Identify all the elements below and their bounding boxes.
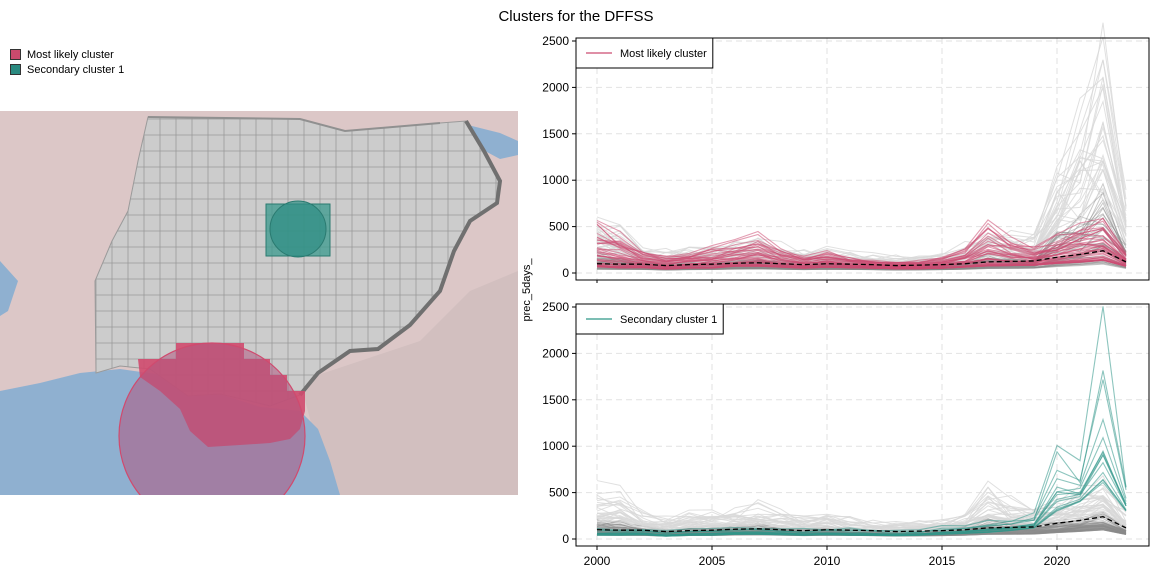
y-tick-label: 1000 <box>542 173 569 187</box>
x-tick-label: 2010 <box>814 554 841 568</box>
background-series-line <box>596 121 1127 267</box>
y-tick-label: 1500 <box>542 393 569 407</box>
y-tick-label: 500 <box>549 486 569 500</box>
chart-title: Clusters for the DFFSS <box>498 8 654 25</box>
cluster-series-line <box>596 259 1127 270</box>
background-series-line <box>596 84 1127 262</box>
background-series-line <box>596 261 1127 271</box>
secondary-cluster-circle <box>269 200 327 258</box>
panel-legend: Secondary cluster 1 <box>575 303 724 335</box>
y-tick-label: 0 <box>562 266 569 280</box>
cluster-series-line <box>596 481 1127 537</box>
background-series-line <box>596 259 1127 271</box>
x-tick-label: 2015 <box>929 554 956 568</box>
cluster-series-line <box>596 370 1127 535</box>
background-series-line <box>596 259 1127 271</box>
map-legend-swatch <box>10 49 21 60</box>
map-legend: Most likely cluster Secondary cluster 1 <box>10 47 124 77</box>
y-tick-label: 500 <box>549 220 569 234</box>
background-series-line <box>596 261 1127 271</box>
map-legend-label: Most likely cluster <box>27 48 114 61</box>
most-likely-cluster-circle <box>118 342 306 495</box>
y-tick-label: 1000 <box>542 439 569 453</box>
panel-legend-label: Most likely cluster <box>620 48 707 60</box>
background-series-line <box>596 262 1127 271</box>
background-series-line <box>596 491 1127 529</box>
median-line <box>596 516 1127 533</box>
y-tick-label: 1500 <box>542 127 569 141</box>
cluster-series-line <box>596 417 1127 534</box>
cluster-series-line <box>596 306 1127 532</box>
map-lake <box>0 261 18 316</box>
panel-legend-label: Secondary cluster 1 <box>620 314 717 326</box>
x-tick-label: 2020 <box>1044 554 1071 568</box>
map-lake <box>468 125 518 159</box>
background-series-line <box>596 22 1127 259</box>
map-panel <box>0 111 518 495</box>
map-legend-label: Secondary cluster 1 <box>27 63 125 76</box>
y-tick-label: 2500 <box>542 300 569 314</box>
plot-frame <box>575 303 1150 547</box>
y-tick-label: 2500 <box>542 34 569 48</box>
cluster-series-line <box>596 453 1127 536</box>
map-legend-item-most-likely: Most likely cluster <box>10 47 124 62</box>
cluster-series-line <box>596 379 1127 533</box>
cluster-series-line <box>596 228 1127 267</box>
background-series-line <box>596 258 1127 271</box>
panel-secondary: 0 500 1000 1500 2000 2500 2000 2005 2010 2015 2020… <box>542 300 1150 568</box>
panel-legend: Most likely cluster <box>575 37 714 69</box>
background-series-line <box>596 263 1127 271</box>
map-terrain-shading <box>300 271 518 495</box>
x-tick-label: 2000 <box>584 554 611 568</box>
y-tick-label: 2000 <box>542 346 569 360</box>
map-border <box>298 119 503 397</box>
x-tick-label: 2005 <box>699 554 726 568</box>
map-legend-item-secondary: Secondary cluster 1 <box>10 62 124 77</box>
background-series-line <box>596 261 1127 271</box>
median-line <box>596 250 1127 267</box>
background-series-line <box>596 262 1127 271</box>
y-tick-label: 2000 <box>542 80 569 94</box>
plot-frame <box>575 37 1150 281</box>
panel-most-likely: 0 500 1000 1500 2000 2500 Most likely cluster <box>542 22 1150 283</box>
map-border <box>147 116 441 133</box>
map-legend-swatch <box>10 64 21 75</box>
y-tick-label: 0 <box>562 532 569 546</box>
y-axis-label: prec_5days_ <box>521 258 533 322</box>
